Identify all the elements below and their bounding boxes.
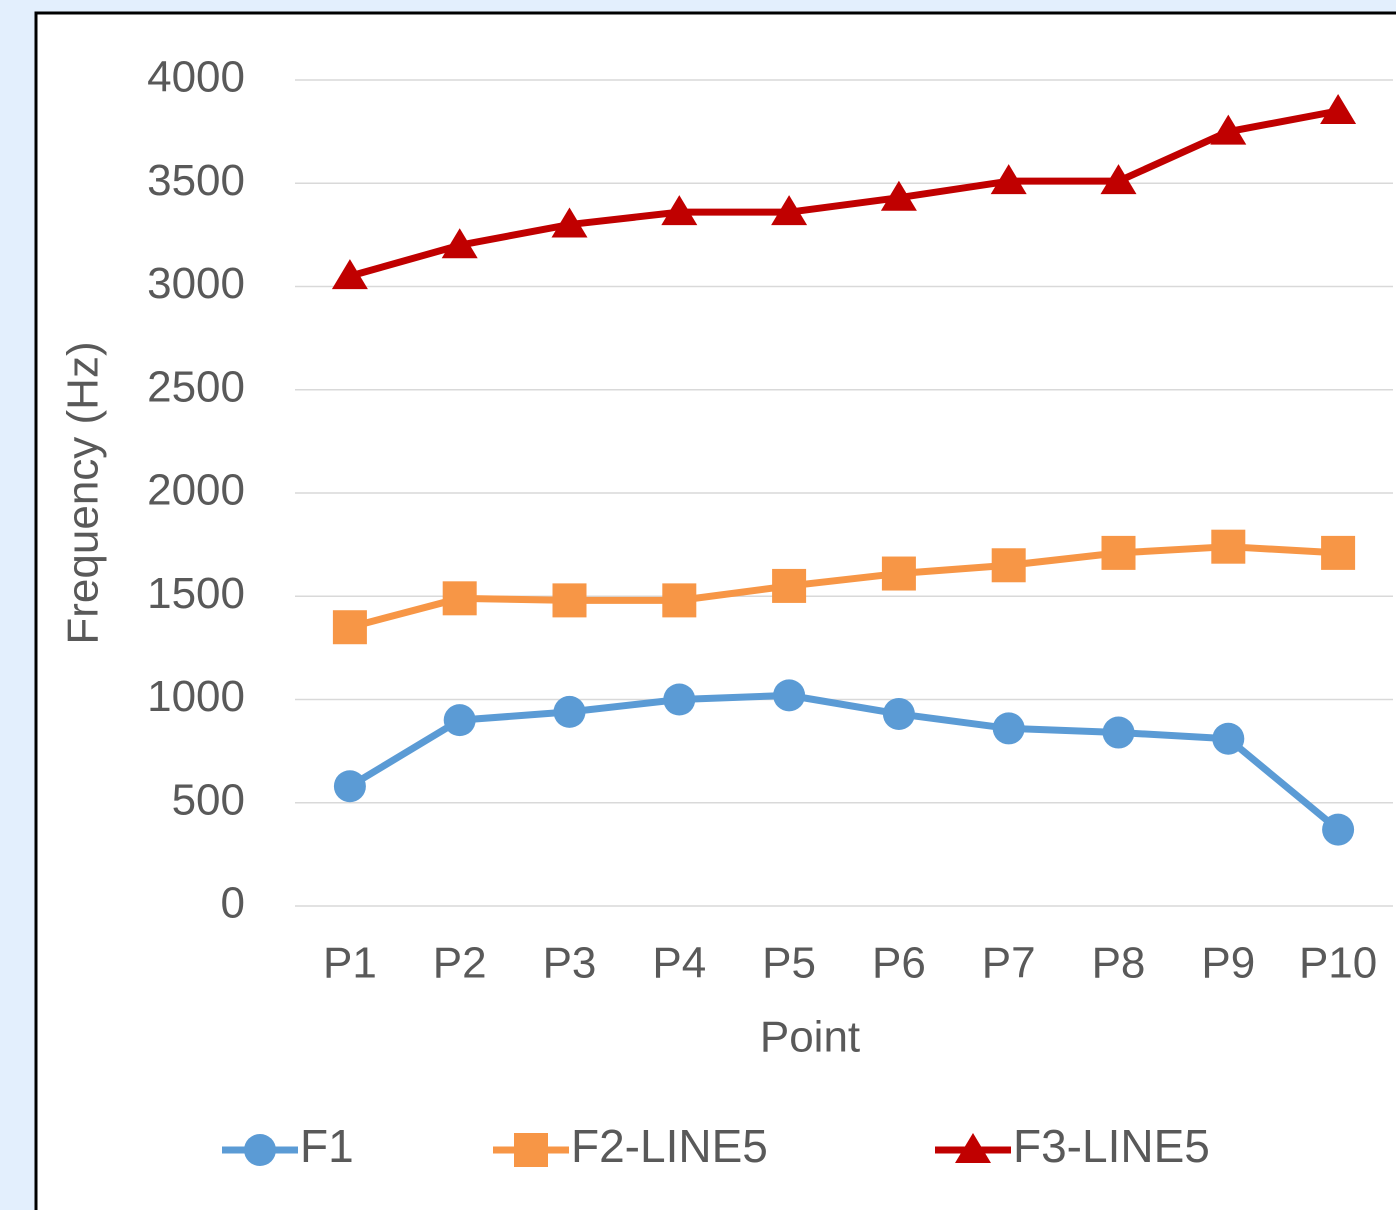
marker bbox=[552, 583, 587, 618]
marker bbox=[1100, 164, 1137, 195]
legend-label: F1 bbox=[300, 1120, 354, 1172]
marker bbox=[662, 583, 697, 618]
marker bbox=[771, 195, 808, 226]
marker bbox=[553, 695, 586, 728]
marker bbox=[773, 679, 806, 712]
x-tick-label: P7 bbox=[982, 939, 1036, 988]
series-line bbox=[349, 543, 1339, 631]
marker bbox=[1320, 93, 1357, 124]
marker bbox=[441, 228, 478, 259]
marker bbox=[1212, 722, 1245, 755]
x-tick-label: P2 bbox=[433, 939, 487, 988]
marker bbox=[1211, 529, 1246, 564]
marker bbox=[332, 610, 367, 645]
y-tick-label: 500 bbox=[172, 775, 245, 824]
marker bbox=[331, 259, 368, 290]
y-tick-label: 1500 bbox=[147, 569, 245, 618]
marker bbox=[442, 581, 477, 616]
x-tick-label: P5 bbox=[762, 939, 816, 988]
y-tick-label: 0 bbox=[221, 879, 245, 928]
marker bbox=[991, 548, 1026, 583]
marker bbox=[551, 207, 588, 238]
y-tick-label: 1000 bbox=[147, 672, 245, 721]
marker bbox=[1321, 535, 1356, 570]
y-tick-label: 3000 bbox=[147, 259, 245, 308]
marker bbox=[244, 1134, 276, 1166]
x-axis-title: Point bbox=[760, 1013, 860, 1062]
marker bbox=[661, 195, 698, 226]
marker bbox=[443, 704, 476, 737]
marker bbox=[1101, 535, 1136, 570]
marker bbox=[663, 683, 696, 716]
x-tick-label: P9 bbox=[1201, 939, 1255, 988]
x-tick-label: P8 bbox=[1092, 939, 1146, 988]
marker bbox=[1102, 716, 1135, 749]
marker bbox=[880, 180, 917, 211]
marker bbox=[333, 770, 366, 803]
legend-label: F2-LINE5 bbox=[571, 1120, 768, 1172]
marker bbox=[992, 712, 1025, 745]
series-line bbox=[348, 107, 1339, 280]
marker bbox=[881, 556, 916, 591]
y-axis-title: Frequency (Hz) bbox=[59, 341, 108, 644]
x-tick-label: P3 bbox=[543, 939, 597, 988]
marker bbox=[1322, 813, 1355, 846]
x-tick-label: P4 bbox=[652, 939, 706, 988]
series-line bbox=[348, 691, 1341, 833]
marker bbox=[1210, 114, 1247, 145]
marker bbox=[990, 164, 1027, 195]
y-tick-label: 2000 bbox=[147, 466, 245, 515]
legend-label: F3-LINE5 bbox=[1013, 1120, 1210, 1172]
marker bbox=[955, 1133, 991, 1163]
y-tick-label: 3500 bbox=[147, 156, 245, 205]
y-tick-label: 4000 bbox=[147, 53, 245, 102]
marker bbox=[772, 568, 807, 603]
marker bbox=[882, 697, 915, 730]
y-tick-label: 2500 bbox=[147, 362, 245, 411]
x-tick-label: P1 bbox=[323, 939, 377, 988]
x-tick-label: P10 bbox=[1299, 939, 1377, 988]
marker bbox=[514, 1133, 548, 1167]
x-tick-label: P6 bbox=[872, 939, 926, 988]
